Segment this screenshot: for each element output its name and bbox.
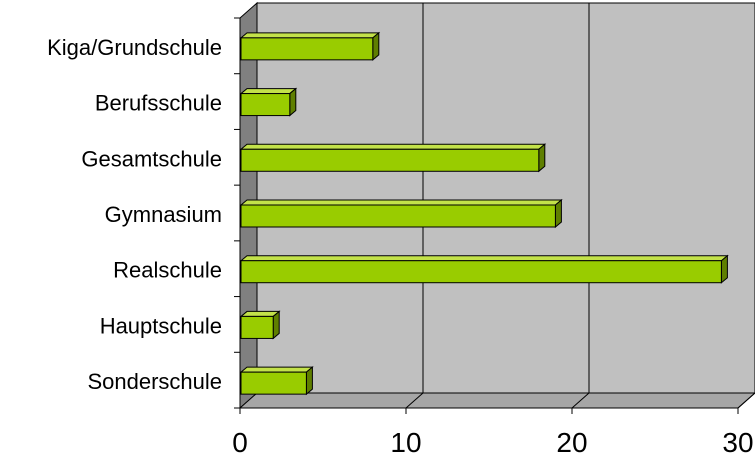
bar-berufsschule	[239, 87, 298, 117]
bar-side	[372, 31, 380, 61]
gridline-floor	[571, 392, 590, 409]
category-label: Sonderschule	[87, 369, 222, 394]
bar	[240, 371, 307, 395]
bar-side	[720, 254, 728, 284]
bar-gymnasium	[239, 198, 563, 229]
grid-lines	[405, 3, 755, 409]
bar-kiga-grundschule	[239, 31, 381, 61]
bar	[240, 260, 722, 284]
bar	[240, 148, 540, 172]
category-label: Berufsschule	[95, 91, 222, 116]
gridline-floor	[405, 392, 424, 409]
bar	[240, 204, 556, 228]
category-label: Kiga/Grundschule	[47, 35, 222, 60]
x-tick-label: 30	[722, 427, 753, 457]
axes	[234, 17, 739, 414]
x-tick-label: 10	[390, 427, 421, 457]
bar-realschule	[239, 254, 729, 284]
category-label: Hauptschule	[100, 313, 222, 338]
bar-gesamtschule	[239, 143, 547, 173]
bars	[239, 31, 729, 396]
bar-top	[239, 32, 381, 39]
category-label: Gymnasium	[105, 202, 222, 227]
bar-top	[239, 255, 729, 262]
bar-sonderschule	[239, 366, 314, 396]
floor	[238, 392, 755, 409]
bar-side	[538, 143, 546, 173]
bar-side	[272, 310, 280, 340]
bar	[240, 93, 291, 117]
bar-side	[305, 366, 313, 396]
bar-top	[239, 199, 563, 206]
bar-side	[289, 87, 297, 117]
bar-top	[239, 366, 314, 373]
gridline-floor	[737, 392, 755, 409]
bar-side	[554, 198, 562, 229]
labels: 0 10 20 30 Kiga/Grundschule Berufsschule Gesam…	[47, 35, 753, 457]
bar	[240, 315, 274, 339]
back-wall	[256, 2, 755, 394]
bar-hauptschule	[239, 310, 281, 340]
bar-top	[239, 88, 298, 95]
bar-top	[239, 143, 547, 150]
x-tick-label: 0	[232, 427, 248, 457]
x-tick-label: 20	[556, 427, 587, 457]
category-label: Realschule	[113, 258, 222, 283]
bar	[240, 37, 374, 61]
category-label: Gesamtschule	[81, 146, 222, 171]
